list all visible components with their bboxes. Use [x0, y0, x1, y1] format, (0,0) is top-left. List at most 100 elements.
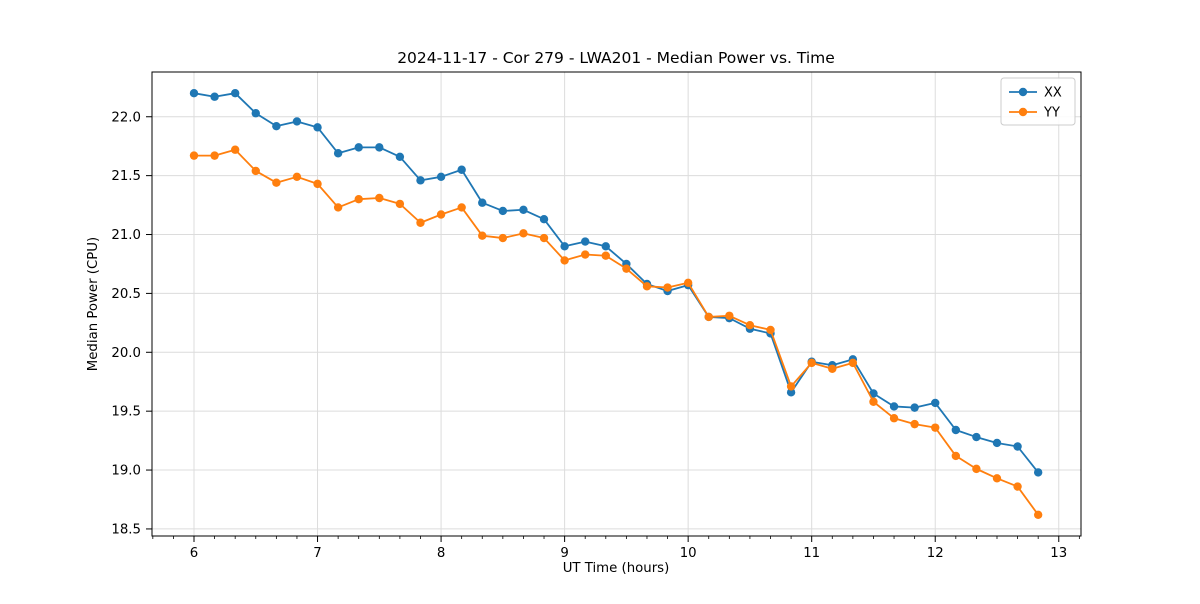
series-XX-point: [869, 389, 878, 398]
plot-border: [151, 71, 1082, 537]
y-tick-label: 20.0: [111, 346, 141, 361]
series-YY-point: [581, 250, 590, 259]
series-YY-point: [210, 151, 219, 160]
y-tick-label: 18.5: [111, 522, 141, 537]
x-tick-label: 8: [437, 546, 445, 561]
series-YY-point: [766, 325, 775, 335]
x-axis-label: UT Time (hours): [563, 561, 670, 576]
series-XX-point: [354, 143, 363, 152]
series-XX-point: [395, 152, 405, 161]
series-XX-point: [992, 438, 1002, 448]
series-XX-point: [910, 403, 919, 412]
series-YY-point: [910, 419, 919, 429]
series-XX-point: [519, 205, 528, 214]
series-XX-point: [972, 432, 981, 442]
series-YY-point: [931, 423, 940, 432]
series-YY-point: [560, 256, 569, 265]
series-YY-point: [786, 382, 796, 391]
series-XX-point: [498, 206, 508, 216]
y-tick-label: 21.0: [111, 228, 141, 243]
chart-title: 2024-11-17 - Cor 279 - LWA201 - Median P…: [397, 49, 835, 67]
y-tick-label: 19.0: [111, 464, 141, 479]
series-XX-point: [436, 172, 446, 182]
series-XX-point: [601, 242, 610, 251]
series-YY-point: [230, 145, 240, 154]
series-YY-point: [498, 233, 508, 243]
series-YY-point: [889, 414, 899, 423]
series-YY-point: [478, 231, 487, 240]
series-YY-point: [395, 199, 405, 209]
series-YY-point: [745, 320, 755, 330]
series-YY-point: [683, 278, 693, 288]
series-YY-point: [992, 474, 1002, 483]
series-XX-point: [581, 237, 590, 246]
x-tick-label: 11: [803, 546, 820, 561]
series-XX-point: [272, 121, 281, 131]
legend-label-YY: YY: [1043, 106, 1060, 121]
legend-box: [1000, 77, 1076, 126]
legend-sample-marker: [1018, 107, 1028, 117]
series-XX-point: [1033, 468, 1043, 477]
legend-sample-marker: [1018, 87, 1028, 97]
series-YY-point: [622, 264, 631, 273]
x-tick-label: 6: [190, 546, 198, 561]
series-YY-point: [333, 203, 343, 212]
series-YY-point: [725, 311, 734, 320]
series-YY-point: [972, 464, 981, 474]
series-YY-point: [313, 179, 322, 189]
series-XX-point: [951, 425, 961, 435]
series-YY-point: [436, 210, 446, 219]
series-XX-point: [292, 117, 302, 126]
series-XX-point: [210, 92, 219, 101]
series-YY-point: [807, 358, 816, 368]
series-XX-point: [251, 109, 260, 118]
series-YY-line: [194, 148, 1039, 516]
series-YY-point: [189, 151, 199, 160]
series-XX-point: [375, 143, 384, 152]
series-XX-point: [478, 198, 487, 207]
series-XX-line: [193, 92, 1039, 473]
series-XX-point: [189, 88, 199, 98]
series-YY-point: [642, 282, 652, 291]
y-tick-label: 22.0: [111, 110, 141, 125]
series-YY-point: [416, 218, 425, 227]
series-YY-point: [519, 229, 528, 238]
series-XX-point: [230, 88, 240, 98]
series-XX-point: [1013, 442, 1022, 451]
x-tick-label: 12: [927, 546, 944, 561]
series-XX-point: [931, 398, 940, 408]
legend-label-XX: XX: [1044, 86, 1062, 101]
series-YY-point: [869, 397, 878, 406]
y-tick-label: 19.5: [111, 405, 141, 420]
x-tick-label: 9: [560, 546, 568, 561]
series-YY-point: [663, 283, 672, 292]
series-YY-point: [1033, 510, 1043, 520]
y-tick-label: 20.5: [111, 287, 141, 302]
series-XX-point: [560, 242, 569, 251]
series-YY-point: [375, 193, 384, 203]
series-YY-point: [1013, 482, 1022, 491]
series-XX-point: [416, 176, 425, 185]
series-YY-point: [251, 166, 260, 176]
series-XX-point: [333, 149, 343, 158]
series-YY-point: [292, 172, 302, 182]
series-XX-point: [313, 123, 322, 132]
x-tick-label: 10: [680, 546, 697, 561]
series-XX-point: [889, 402, 899, 411]
series-YY-point: [272, 178, 281, 187]
series-YY-point: [704, 312, 713, 322]
series-XX-point: [539, 215, 549, 224]
series-YY-point: [457, 203, 466, 212]
series-YY-point: [354, 194, 363, 204]
x-tick-label: 13: [1050, 546, 1067, 561]
series-YY-point: [951, 451, 961, 461]
series-YY-point: [601, 251, 610, 260]
series-YY-point: [539, 233, 549, 243]
series-XX-point: [457, 165, 466, 174]
y-tick-label: 21.5: [111, 169, 141, 184]
series-YY-point: [848, 358, 858, 368]
x-tick-label: 7: [313, 546, 321, 561]
series-YY-point: [828, 364, 837, 373]
